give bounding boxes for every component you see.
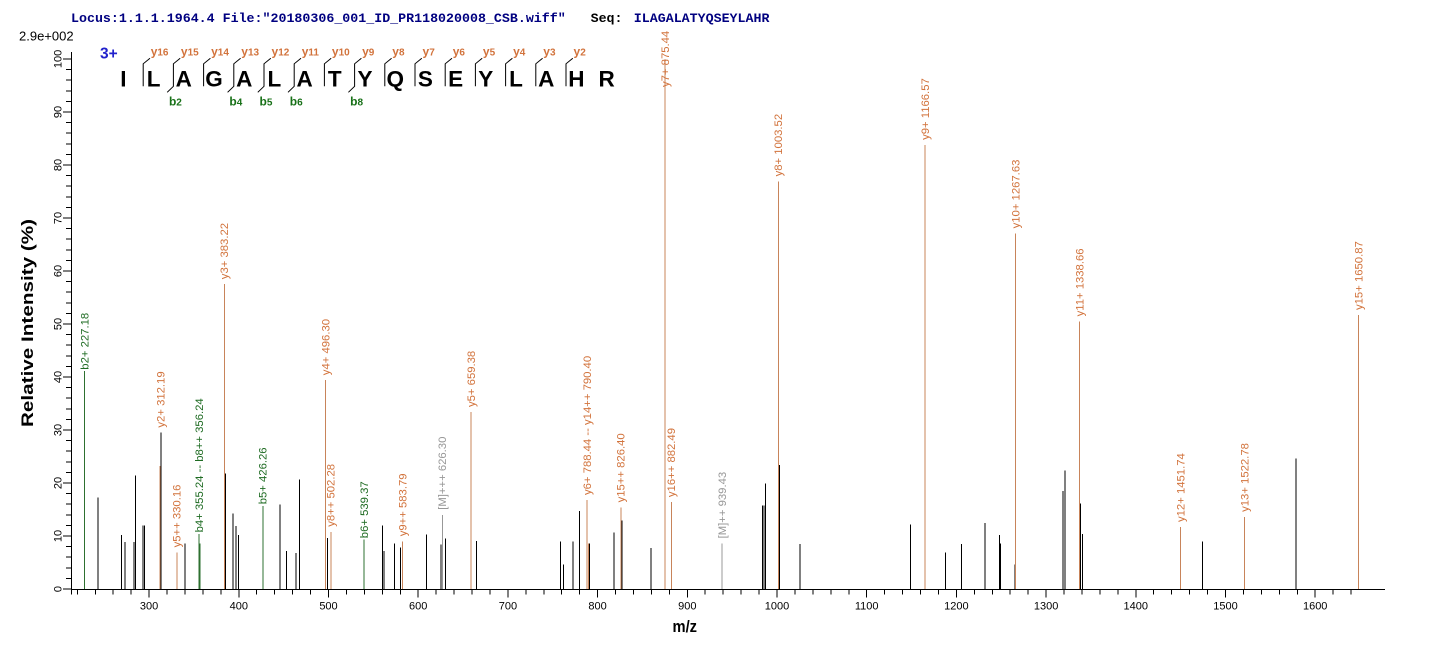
svg-text:40: 40 bbox=[53, 371, 65, 383]
svg-text:A: A bbox=[296, 67, 312, 92]
svg-text:I: I bbox=[120, 67, 126, 92]
svg-text:b5+ 426.26: b5+ 426.26 bbox=[258, 447, 270, 504]
svg-text:y13+ 1522.78: y13+ 1522.78 bbox=[1240, 443, 1252, 512]
svg-text:H: H bbox=[568, 67, 584, 92]
svg-text:1000: 1000 bbox=[765, 601, 789, 613]
svg-text:[M]+++ 626.30: [M]+++ 626.30 bbox=[437, 437, 449, 510]
svg-text:2.9e+002: 2.9e+002 bbox=[19, 29, 74, 44]
svg-text:A: A bbox=[236, 67, 252, 92]
svg-text:Relative Intensity (%): Relative Intensity (%) bbox=[18, 219, 37, 427]
svg-text:600: 600 bbox=[409, 601, 427, 613]
svg-text:Locus:1.1.1.1964.4 File:"20180: Locus:1.1.1.1964.4 File:"20180306_001_ID… bbox=[71, 11, 566, 26]
svg-text:y3+ 383.22: y3+ 383.22 bbox=[219, 223, 231, 279]
svg-text:y15+ 1650.87: y15+ 1650.87 bbox=[1353, 241, 1365, 310]
svg-text:Q: Q bbox=[386, 67, 404, 92]
svg-text:E: E bbox=[448, 67, 463, 92]
svg-text:50: 50 bbox=[53, 318, 65, 330]
svg-text:20: 20 bbox=[53, 477, 65, 489]
svg-text:1200: 1200 bbox=[944, 601, 968, 613]
svg-text:Y: Y bbox=[478, 67, 493, 92]
svg-text:y10: y10 bbox=[332, 45, 350, 59]
svg-text:70: 70 bbox=[53, 212, 65, 224]
svg-text:y13: y13 bbox=[241, 45, 259, 59]
svg-text:A: A bbox=[538, 67, 554, 92]
svg-text:y16: y16 bbox=[151, 45, 169, 59]
svg-text:y5+ 659.38: y5+ 659.38 bbox=[466, 351, 478, 407]
svg-text:100: 100 bbox=[53, 50, 65, 68]
svg-text:y7: y7 bbox=[423, 45, 436, 59]
svg-text:80: 80 bbox=[53, 159, 65, 171]
svg-text:ILAGALATYQSEYLAHR: ILAGALATYQSEYLAHR bbox=[634, 11, 770, 26]
svg-text:y9++ 583.79: y9++ 583.79 bbox=[398, 473, 410, 536]
svg-text:700: 700 bbox=[499, 601, 517, 613]
svg-text:y14: y14 bbox=[211, 45, 229, 59]
svg-text:y4: y4 bbox=[513, 45, 526, 59]
svg-text:T: T bbox=[328, 67, 342, 92]
svg-text:b2: b2 bbox=[169, 95, 182, 109]
svg-text:1300: 1300 bbox=[1034, 601, 1058, 613]
svg-text:b4: b4 bbox=[229, 95, 242, 109]
svg-text:y9: y9 bbox=[362, 45, 375, 59]
svg-text:y4+ 496.30: y4+ 496.30 bbox=[321, 319, 333, 375]
svg-text:y9+ 1166.57: y9+ 1166.57 bbox=[920, 78, 932, 140]
svg-text:Y: Y bbox=[357, 67, 372, 92]
svg-text:1400: 1400 bbox=[1124, 601, 1148, 613]
svg-text:y7+ 875.44: y7+ 875.44 bbox=[660, 31, 672, 87]
svg-text:L: L bbox=[509, 67, 523, 92]
svg-text:b6+ 539.37: b6+ 539.37 bbox=[359, 481, 371, 538]
svg-text:y3: y3 bbox=[543, 45, 556, 59]
svg-text:800: 800 bbox=[588, 601, 606, 613]
svg-text:L: L bbox=[268, 67, 282, 92]
svg-text:y12: y12 bbox=[272, 45, 290, 59]
svg-text:1500: 1500 bbox=[1213, 601, 1237, 613]
svg-text:b5: b5 bbox=[260, 95, 273, 109]
svg-text:900: 900 bbox=[678, 601, 696, 613]
svg-text:y6+ 788.44 -- y14++ 790.40: y6+ 788.44 -- y14++ 790.40 bbox=[582, 356, 594, 495]
svg-text:A: A bbox=[176, 67, 192, 92]
svg-text:y10+ 1267.63: y10+ 1267.63 bbox=[1011, 160, 1023, 229]
svg-text:y5: y5 bbox=[483, 45, 496, 59]
svg-text:y15++ 826.40: y15++ 826.40 bbox=[616, 433, 628, 502]
svg-text:y2+ 312.19: y2+ 312.19 bbox=[156, 371, 168, 427]
svg-text:Seq:: Seq: bbox=[591, 11, 623, 26]
svg-text:1600: 1600 bbox=[1303, 601, 1327, 613]
svg-text:y2: y2 bbox=[574, 45, 587, 59]
svg-text:y5++ 330.16: y5++ 330.16 bbox=[172, 485, 184, 548]
svg-text:90: 90 bbox=[53, 106, 65, 118]
svg-text:R: R bbox=[598, 67, 614, 92]
svg-text:b6: b6 bbox=[290, 95, 303, 109]
svg-text:G: G bbox=[205, 67, 223, 92]
svg-text:L: L bbox=[147, 67, 161, 92]
svg-text:y11: y11 bbox=[302, 45, 320, 59]
svg-text:y6: y6 bbox=[453, 45, 466, 59]
svg-text:y8: y8 bbox=[392, 45, 405, 59]
svg-text:S: S bbox=[418, 67, 433, 92]
svg-text:y8++ 502.28: y8++ 502.28 bbox=[326, 464, 338, 527]
svg-text:30: 30 bbox=[53, 424, 65, 436]
svg-text:m/z: m/z bbox=[673, 617, 698, 636]
svg-text:b2+ 227.18: b2+ 227.18 bbox=[79, 313, 91, 370]
svg-text:60: 60 bbox=[53, 265, 65, 277]
svg-text:3+: 3+ bbox=[100, 45, 118, 62]
svg-text:y16++ 882.49: y16++ 882.49 bbox=[666, 428, 678, 497]
svg-text:500: 500 bbox=[319, 601, 337, 613]
svg-text:y11+ 1338.66: y11+ 1338.66 bbox=[1074, 248, 1086, 316]
svg-text:0: 0 bbox=[53, 586, 65, 592]
svg-text:10: 10 bbox=[53, 530, 65, 542]
svg-text:b4+ 355.24 -- b8++ 356.24: b4+ 355.24 -- b8++ 356.24 bbox=[194, 398, 206, 532]
svg-text:y15: y15 bbox=[181, 45, 199, 59]
svg-text:[M]++ 939.43: [M]++ 939.43 bbox=[717, 472, 729, 539]
svg-text:400: 400 bbox=[230, 601, 248, 613]
svg-text:y8+ 1003.52: y8+ 1003.52 bbox=[773, 114, 785, 177]
svg-text:b8: b8 bbox=[350, 95, 363, 109]
svg-text:y12+ 1451.74: y12+ 1451.74 bbox=[1175, 453, 1187, 522]
svg-text:1100: 1100 bbox=[855, 601, 879, 613]
svg-text:300: 300 bbox=[140, 601, 158, 613]
